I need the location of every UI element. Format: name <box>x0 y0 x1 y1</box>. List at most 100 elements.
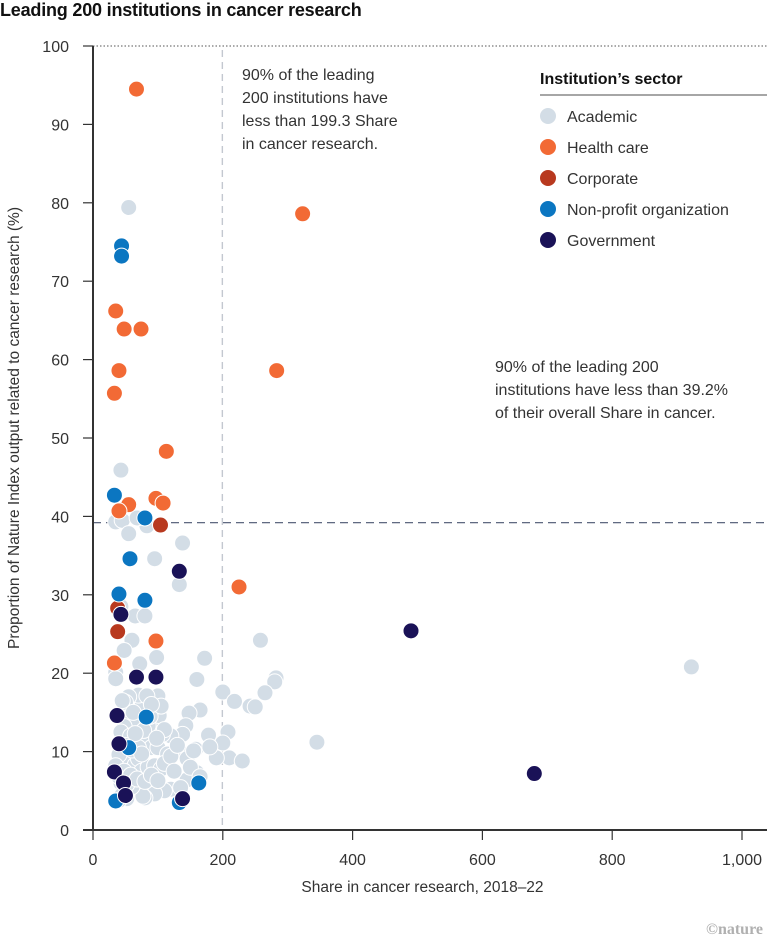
x-tick-label: 0 <box>89 852 98 869</box>
data-point <box>149 772 167 790</box>
legend-swatch <box>540 170 556 186</box>
legend-title: Institution’s sector <box>540 71 683 88</box>
annotation-x-threshold-line: in cancer research. <box>242 136 378 153</box>
data-point <box>525 765 543 783</box>
legend-swatch <box>540 201 556 217</box>
data-point <box>174 790 192 808</box>
data-point <box>137 708 155 726</box>
data-point <box>225 692 243 710</box>
y-tick-label: 10 <box>51 745 69 762</box>
legend-label: Non-profit organization <box>567 202 729 219</box>
series-academic <box>107 199 700 809</box>
x-tick-label: 200 <box>209 852 236 869</box>
nature-credit: ©nature <box>706 921 763 938</box>
data-point <box>107 670 125 688</box>
data-point <box>256 684 274 702</box>
y-tick-label: 20 <box>51 666 69 683</box>
legend-swatch <box>540 108 556 124</box>
data-point <box>109 623 127 641</box>
legend: Institution’s sector Academic Health care C… <box>540 71 767 250</box>
data-point <box>251 631 269 649</box>
data-point <box>147 632 165 650</box>
data-point <box>105 654 123 672</box>
data-point <box>107 302 125 320</box>
data-point <box>402 622 420 640</box>
data-point <box>151 516 169 534</box>
data-point <box>165 762 183 780</box>
data-point <box>115 320 133 338</box>
data-point <box>230 578 248 596</box>
data-point <box>105 486 123 504</box>
data-point <box>136 509 154 527</box>
data-point <box>110 585 128 603</box>
data-point <box>268 362 286 380</box>
y-tick-label: 50 <box>51 431 69 448</box>
data-point <box>201 738 219 756</box>
axes: 0 10 20 30 40 50 60 70 80 90 100 0 200 400 600 800 1,000… <box>6 39 767 896</box>
data-point <box>113 247 131 265</box>
data-points <box>105 80 700 812</box>
data-point <box>132 320 150 338</box>
legend-swatch <box>540 232 556 248</box>
data-point <box>170 562 188 580</box>
x-tick-label: 1,000 <box>722 852 762 869</box>
y-tick-label: 30 <box>51 588 69 605</box>
y-tick-label: 70 <box>51 274 69 291</box>
data-point <box>105 384 123 402</box>
x-axis-title: Share in cancer research, 2018–22 <box>301 879 543 896</box>
data-point <box>146 550 164 568</box>
legend-label: Corporate <box>567 171 638 188</box>
y-tick-label: 100 <box>42 39 69 56</box>
y-tick-label: 90 <box>51 117 69 134</box>
x-tick-label: 800 <box>599 852 626 869</box>
data-point <box>188 670 206 688</box>
data-point <box>154 494 172 512</box>
data-point <box>112 605 130 623</box>
data-point <box>168 736 186 754</box>
annotation-y-threshold-line: institutions have less than 39.2% <box>495 382 728 399</box>
data-point <box>105 763 123 781</box>
data-point <box>266 673 284 691</box>
annotation-y-threshold-line: 90% of the leading 200 <box>495 359 659 376</box>
annotation-x-threshold-line: 90% of the leading <box>242 67 375 84</box>
data-point <box>112 461 130 479</box>
legend-label: Health care <box>567 140 649 157</box>
data-point <box>147 668 165 686</box>
data-point <box>214 683 232 701</box>
data-point <box>121 550 139 568</box>
x-tick-label: 600 <box>469 852 496 869</box>
data-point <box>113 692 131 710</box>
data-point <box>157 442 175 460</box>
y-tick-label: 0 <box>60 823 69 840</box>
data-point <box>185 742 203 760</box>
legend-label: Government <box>567 233 656 250</box>
data-point <box>110 502 128 520</box>
data-point <box>120 199 138 217</box>
data-point <box>136 607 154 625</box>
annotation-y-threshold-line: of their overall Share in cancer. <box>495 405 716 422</box>
y-tick-label: 60 <box>51 353 69 370</box>
data-point <box>127 668 145 686</box>
data-point <box>120 525 138 543</box>
data-point <box>190 774 208 792</box>
data-point <box>294 205 312 223</box>
data-point <box>127 80 145 98</box>
y-axis-title: Proportion of Nature Index output relate… <box>6 207 23 649</box>
annotations: 90% of the leading 200 institutions have l… <box>242 67 728 422</box>
data-point <box>136 591 154 609</box>
annotation-x-threshold-line: 200 institutions have <box>242 90 388 107</box>
data-point <box>110 362 128 380</box>
data-point <box>148 649 166 667</box>
data-point <box>233 752 251 770</box>
data-point <box>308 733 326 751</box>
chart-title: Leading 200 institutions in cancer resea… <box>0 0 362 20</box>
data-point <box>246 698 264 716</box>
data-point <box>110 735 128 753</box>
data-point <box>682 658 700 676</box>
annotation-x-threshold-line: less than 199.3 Share <box>242 113 398 130</box>
series-non-profit-organization <box>105 237 208 812</box>
data-point <box>108 707 126 725</box>
data-point <box>126 725 144 743</box>
series-government <box>105 562 543 808</box>
